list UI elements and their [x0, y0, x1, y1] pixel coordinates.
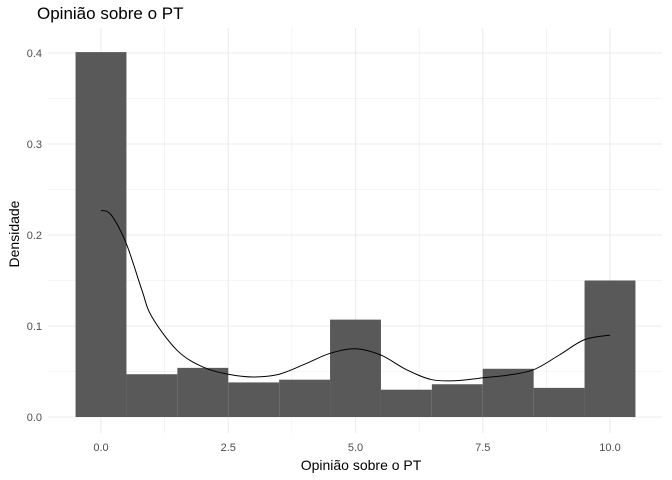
histogram-bar: [431, 384, 483, 417]
histogram-bar: [279, 379, 331, 417]
y-tick-label: 0.1: [27, 321, 42, 333]
density-curve: [100, 209, 611, 382]
y-tick-label: 0.2: [27, 230, 42, 242]
histogram-bars: [75, 52, 636, 418]
histogram-bar: [380, 389, 432, 417]
y-axis-label: Densidade: [6, 200, 22, 267]
x-tick-label: 0.0: [93, 442, 108, 454]
y-tick-label: 0.3: [27, 139, 42, 151]
histogram-bar: [177, 367, 229, 417]
y-tick-label: 0.4: [27, 48, 42, 60]
histogram-bar: [533, 387, 585, 417]
histogram-bar: [330, 319, 381, 417]
x-tick-label: 5.0: [348, 442, 363, 454]
chart-title: Opinião sobre o PT: [37, 4, 184, 23]
histogram-bar: [228, 382, 280, 417]
histogram-bar: [482, 368, 534, 417]
histogram-bar: [126, 374, 178, 417]
x-tick-label: 2.5: [221, 442, 236, 454]
y-tick-label: 0.0: [27, 412, 42, 424]
histogram-bar: [584, 280, 636, 417]
x-tick-label: 10.0: [599, 442, 620, 454]
histogram-bar: [75, 52, 127, 418]
x-tick-label: 7.5: [475, 442, 490, 454]
x-axis-ticks: 0.0 2.5 5.0 7.5 10.0: [93, 442, 620, 454]
y-axis-ticks: 0.0 0.1 0.2 0.3 0.4: [27, 48, 42, 424]
x-axis-label: Opinião sobre o PT: [301, 457, 422, 473]
